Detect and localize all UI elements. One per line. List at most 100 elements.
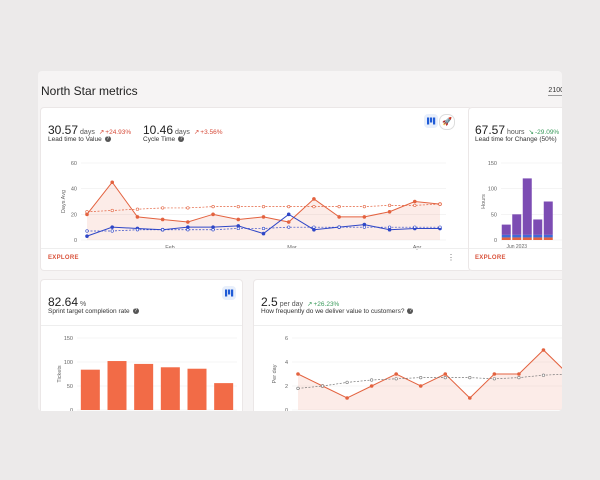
data-point bbox=[186, 206, 190, 210]
data-point bbox=[312, 205, 316, 209]
data-point bbox=[261, 205, 266, 209]
data-point bbox=[541, 373, 546, 377]
bar bbox=[501, 224, 511, 235]
data-point bbox=[312, 225, 316, 229]
series-area bbox=[298, 350, 562, 410]
data-point bbox=[438, 225, 442, 229]
help-icon[interactable]: ? bbox=[132, 308, 139, 315]
metric-value: 67.57 bbox=[475, 123, 506, 137]
data-point bbox=[387, 203, 392, 207]
bar bbox=[543, 237, 553, 240]
data-point bbox=[296, 386, 300, 391]
y-tick-label: 50 bbox=[491, 212, 497, 218]
data-point bbox=[517, 372, 521, 376]
bar bbox=[107, 361, 127, 410]
data-point bbox=[345, 380, 349, 385]
data-point bbox=[85, 234, 89, 238]
data-point bbox=[362, 225, 366, 229]
metric-value: 10.46 bbox=[143, 123, 174, 137]
metric-unit: hours bbox=[507, 129, 525, 136]
data-point bbox=[412, 199, 417, 204]
y-tick-label: 100 bbox=[64, 360, 73, 366]
bar bbox=[214, 383, 234, 410]
explore-link[interactable]: EXPLORE bbox=[48, 255, 79, 261]
bar bbox=[533, 237, 543, 240]
data-point bbox=[236, 226, 240, 231]
metric-delta: +24.93% bbox=[105, 129, 132, 136]
rocket-glyph: 🚀 bbox=[442, 117, 452, 126]
data-point bbox=[419, 375, 423, 380]
help-icon[interactable]: ? bbox=[178, 136, 185, 143]
data-point bbox=[443, 375, 447, 380]
data-point bbox=[186, 228, 190, 232]
jira-logo-icon[interactable] bbox=[222, 286, 236, 300]
data-point bbox=[362, 215, 367, 219]
data-point bbox=[296, 372, 300, 376]
data-point bbox=[286, 212, 291, 217]
data-point bbox=[387, 209, 392, 214]
y-tick-label: 150 bbox=[64, 336, 73, 342]
card-deploy-frequency: 2.5 per day ↗+26.23% How frequently do we … bbox=[254, 280, 562, 411]
trend-down-icon: ↘ bbox=[528, 129, 534, 136]
bar bbox=[501, 234, 511, 238]
data-point bbox=[443, 372, 448, 376]
bar bbox=[533, 219, 543, 235]
y-tick-label: 2 bbox=[285, 384, 288, 390]
y-tick-label: 0 bbox=[74, 238, 77, 244]
metric-unit: per day bbox=[279, 301, 304, 308]
label-text: Sprint target completion rate bbox=[48, 308, 130, 315]
card-lead-cycle: 30.57 days ↗+24.93% Lead time to Value? 10… bbox=[41, 108, 471, 270]
explore-link[interactable]: EXPLORE bbox=[475, 255, 506, 261]
metric-unit: days bbox=[80, 129, 95, 136]
metric-deploy-frequency: 2.5 per day ↗+26.23% bbox=[261, 293, 339, 311]
data-point bbox=[287, 205, 291, 209]
data-point bbox=[320, 384, 325, 388]
data-point bbox=[362, 205, 366, 209]
label-text: Cycle Time bbox=[143, 136, 176, 143]
data-point bbox=[236, 217, 241, 222]
jira-logo-icon[interactable] bbox=[424, 114, 438, 128]
series-line bbox=[297, 349, 562, 399]
bar bbox=[543, 234, 553, 238]
metric-label: Lead time for Change (50%) bbox=[475, 136, 557, 143]
metric-label: Cycle Time? bbox=[143, 136, 185, 143]
help-icon[interactable]: ? bbox=[407, 308, 414, 315]
data-point bbox=[110, 229, 114, 233]
time-range-select[interactable]: 2100 bbox=[548, 87, 562, 96]
data-point bbox=[413, 225, 417, 229]
y-tick-label: 4 bbox=[285, 360, 288, 366]
trend-up-icon: ↗ bbox=[98, 129, 105, 136]
metric-lead-time: 30.57 days ↗+24.93% bbox=[48, 121, 131, 139]
data-point bbox=[312, 197, 316, 201]
card-divider bbox=[41, 325, 242, 326]
bar bbox=[160, 367, 180, 410]
trend-up-icon: ↗ bbox=[307, 301, 313, 308]
metric-sprint-rate: 82.64% bbox=[48, 293, 86, 311]
bar bbox=[533, 234, 543, 238]
metric-label: Lead time to Value? bbox=[48, 136, 111, 143]
metric-delta: -29.09% bbox=[535, 129, 560, 136]
metric-value: 2.5 bbox=[261, 295, 278, 309]
rocket-icon[interactable]: 🚀 bbox=[439, 114, 455, 130]
bar bbox=[80, 369, 100, 410]
more-options-icon[interactable]: ⋮ bbox=[447, 253, 455, 262]
data-point bbox=[517, 375, 521, 380]
bar bbox=[134, 363, 154, 410]
card-sprint-completion: 82.64% Sprint target completion rate? 15… bbox=[41, 280, 242, 411]
data-point bbox=[236, 205, 240, 209]
help-icon[interactable]: ? bbox=[104, 136, 111, 143]
y-tick-label: 60 bbox=[71, 161, 77, 167]
bar bbox=[543, 201, 553, 235]
metric-delta: +3.56% bbox=[200, 129, 223, 136]
metric-unit: % bbox=[80, 301, 87, 308]
y-tick-label: 50 bbox=[67, 384, 73, 390]
data-point bbox=[337, 215, 341, 219]
metric-unit: days bbox=[175, 129, 190, 136]
data-point bbox=[261, 215, 266, 219]
bar bbox=[522, 234, 532, 238]
data-point bbox=[492, 377, 496, 381]
card-divider bbox=[469, 248, 562, 249]
card-divider bbox=[254, 325, 562, 326]
bar bbox=[522, 178, 532, 235]
